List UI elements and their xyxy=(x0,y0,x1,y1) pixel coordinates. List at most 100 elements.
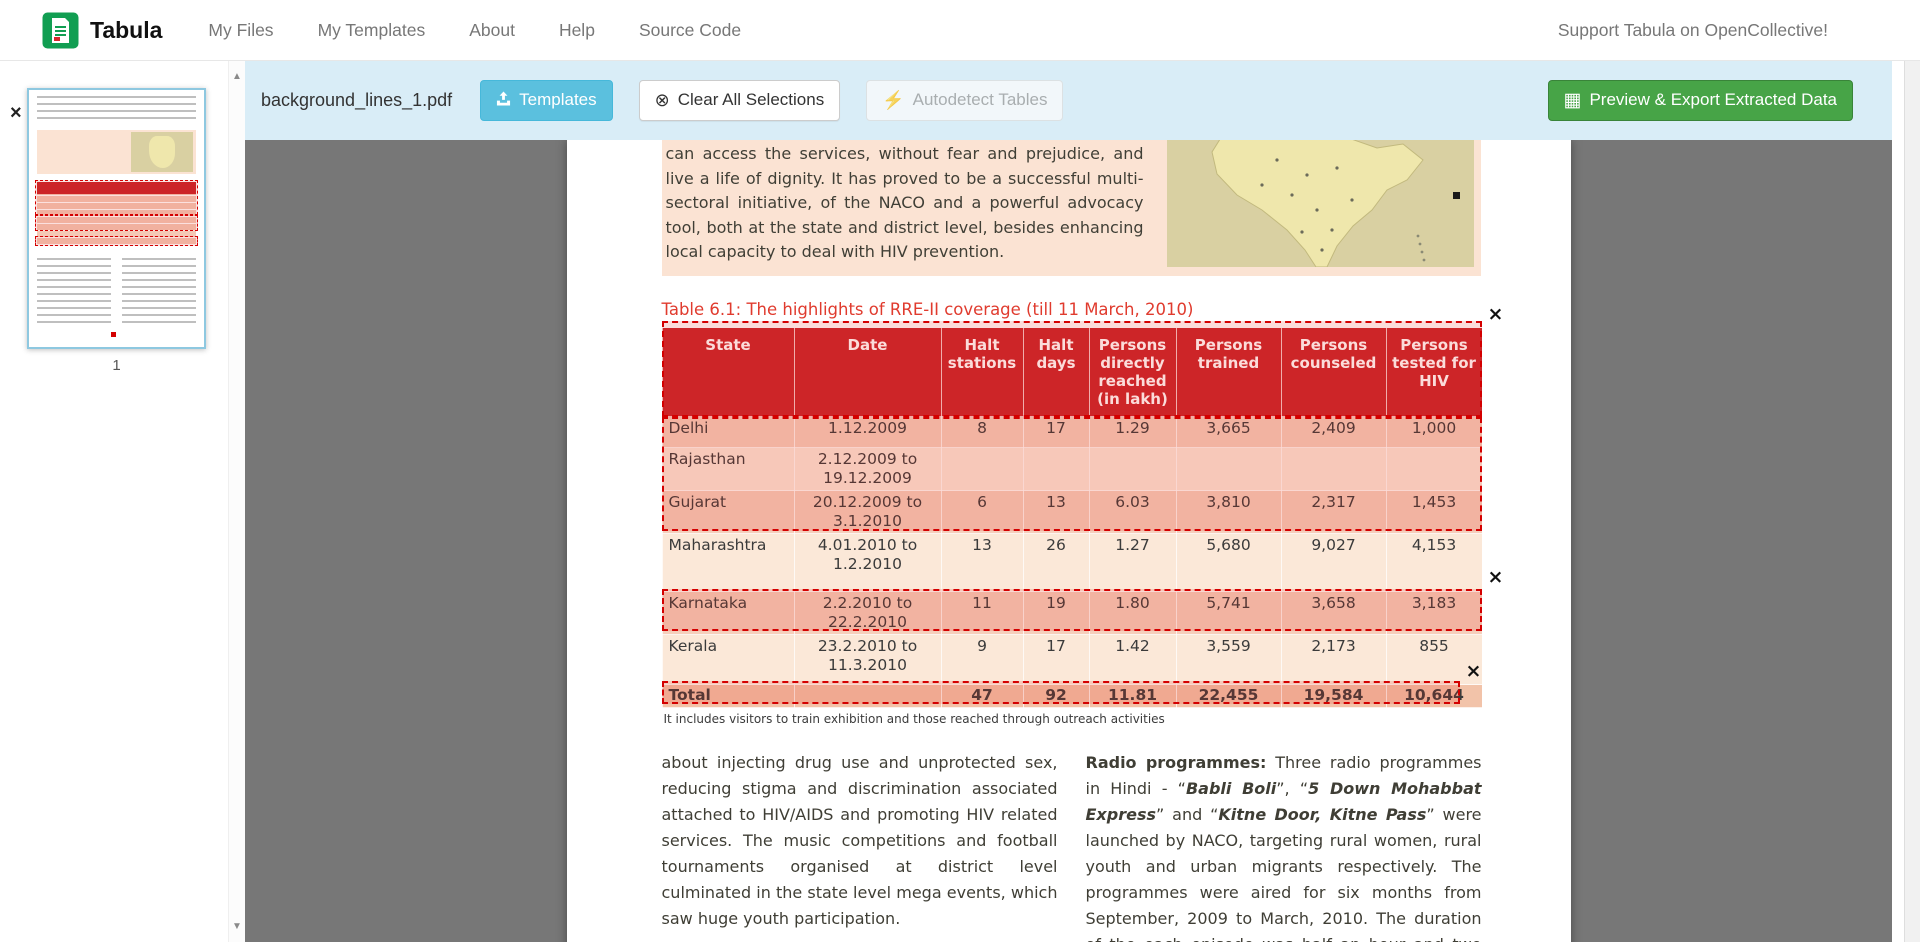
cell-halt-days: 17 xyxy=(1022,416,1090,448)
thumb-text-lines xyxy=(122,258,196,324)
table-total-row: Total 47 92 11.81 22,455 19,584 10,644 xyxy=(661,684,1483,708)
nav-link[interactable]: My Templates xyxy=(317,19,426,40)
cell-persons-counseled: 2,317 xyxy=(1280,490,1387,534)
cell-total-persons-counseled: 19,584 xyxy=(1280,684,1387,708)
selection-box-1[interactable] xyxy=(661,321,1482,417)
table-header-cell: Date xyxy=(793,327,942,417)
sidebar-scrollbar[interactable]: ▲ ▼ xyxy=(228,61,245,942)
cell-persons-counseled: 2,173 xyxy=(1280,634,1387,685)
pdf-viewport[interactable]: can access the services, without fear an… xyxy=(245,140,1892,942)
templates-button-label: Templates xyxy=(519,90,597,110)
cell-persons-tested xyxy=(1385,447,1483,491)
delete-selection-icon[interactable]: × xyxy=(1487,303,1504,325)
table-header-cell: Persons tested for HIV xyxy=(1385,327,1483,417)
table-header-row: State Date Halt stations Halt days Perso… xyxy=(661,327,1483,417)
selection-box-3[interactable] xyxy=(661,589,1482,631)
cell-persons-trained: 3,559 xyxy=(1175,634,1282,685)
cell-persons-trained: 5,680 xyxy=(1175,533,1282,592)
scroll-down-icon[interactable]: ▼ xyxy=(232,921,242,932)
table-header-cell: State xyxy=(661,327,795,417)
delete-selection-icon[interactable]: × xyxy=(1465,660,1482,682)
table-footnote: It includes visitors to train exhibition… xyxy=(663,712,1165,726)
data-table: State Date Halt stations Halt days Perso… xyxy=(661,327,1483,708)
table-row: Gujarat 20.12.2009 to 3.1.2010 6 13 6.03… xyxy=(661,490,1483,534)
table-header-cell: Persons counseled xyxy=(1280,327,1387,417)
cell-total-halt-stations: 47 xyxy=(940,684,1024,708)
cell-persons-counseled xyxy=(1280,447,1387,491)
selection-box-4[interactable] xyxy=(661,681,1460,704)
cell-date: 20.12.2009 to 3.1.2010 xyxy=(793,490,942,534)
table-grid-icon: ▦ xyxy=(1563,89,1582,111)
cell-halt-days: 17 xyxy=(1022,634,1090,685)
cell-halt-days: 26 xyxy=(1022,533,1090,592)
cell-halt-stations: 13 xyxy=(940,533,1024,592)
brand-title: Tabula xyxy=(90,16,163,43)
cell-total-persons-reached: 11.81 xyxy=(1088,684,1177,708)
pdf-page[interactable]: can access the services, without fear an… xyxy=(566,140,1571,942)
cell-state: Maharashtra xyxy=(661,533,795,592)
table-body: Delhi 1.12.2009 8 17 1.29 3,665 2,409 1,… xyxy=(661,416,1483,685)
thumb-map-image xyxy=(131,132,193,172)
cell-total-halt-days: 92 xyxy=(1022,684,1090,708)
clear-circle-x-icon: ⊗ xyxy=(654,90,670,111)
cell-persons-counseled: 3,658 xyxy=(1280,591,1387,635)
table-header-cell: Persons trained xyxy=(1175,327,1282,417)
clear-selections-button[interactable]: ⊗ Clear All Selections xyxy=(638,80,841,121)
thumb-selection-box xyxy=(35,215,198,231)
cell-persons-reached: 1.42 xyxy=(1088,634,1177,685)
clear-selections-button-label: Clear All Selections xyxy=(677,90,825,110)
cell-persons-counseled: 9,027 xyxy=(1280,533,1387,592)
nav-link[interactable]: About xyxy=(469,19,515,40)
cell-date: 2.12.2009 to 19.12.2009 xyxy=(793,447,942,491)
cell-state: Rajasthan xyxy=(661,447,795,491)
autodetect-tables-button[interactable]: ⚡ Autodetect Tables xyxy=(866,80,1064,121)
cell-date: 23.2.2010 to 11.3.2010 xyxy=(793,634,942,685)
cell-state: Kerala xyxy=(661,634,795,685)
page-sidebar: × 1 ▲ ▼ xyxy=(0,61,245,942)
cell-state: Delhi xyxy=(661,416,795,448)
filename-label: background_lines_1.pdf xyxy=(261,90,453,110)
cell-date: 2.2.2010 to 22.2.2010 xyxy=(793,591,942,635)
page-thumbnail[interactable] xyxy=(27,88,206,349)
lightning-icon: ⚡ xyxy=(882,90,905,111)
remove-page-icon[interactable]: × xyxy=(10,102,22,124)
left-column-paragraph: about injecting drug use and unprotected… xyxy=(661,753,1058,928)
right-column-paragraph: Radio programmes: Three radio programmes… xyxy=(1085,753,1482,942)
table-row: Delhi 1.12.2009 8 17 1.29 3,665 2,409 1,… xyxy=(661,416,1483,448)
thumb-selection-marker xyxy=(111,332,116,337)
delete-selection-icon[interactable]: × xyxy=(1487,566,1504,588)
templates-button[interactable]: Templates xyxy=(480,80,613,121)
table-row: Rajasthan 2.12.2009 to 19.12.2009 xyxy=(661,447,1483,491)
cell-date: 4.01.2010 to 1.2.2010 xyxy=(793,533,942,592)
cell-persons-reached: 1.27 xyxy=(1088,533,1177,592)
table-row: Maharashtra 4.01.2010 to 1.2.2010 13 26 … xyxy=(661,533,1483,592)
thumb-text-lines xyxy=(37,258,111,324)
nav-link[interactable]: Help xyxy=(558,19,595,40)
scroll-up-icon[interactable]: ▲ xyxy=(232,71,242,82)
nav-link[interactable]: Source Code xyxy=(638,19,742,40)
thumb-table xyxy=(37,182,196,244)
cell-persons-reached xyxy=(1088,447,1177,491)
tabula-logo-icon[interactable] xyxy=(42,12,79,49)
support-link[interactable]: Support Tabula on OpenCollective! xyxy=(1557,19,1828,40)
table-header-cell: Halt days xyxy=(1022,327,1090,417)
table-header-cell: Halt stations xyxy=(940,327,1024,417)
table-row: Kerala 23.2.2010 to 11.3.2010 9 17 1.42 … xyxy=(661,634,1483,685)
cell-persons-tested: 3,183 xyxy=(1385,591,1483,635)
two-column-text: about injecting drug use and unprotected… xyxy=(662,750,1482,942)
export-button[interactable]: ▦ Preview & Export Extracted Data xyxy=(1547,80,1853,121)
page-number-label: 1 xyxy=(112,357,121,374)
cell-persons-tested: 855 xyxy=(1385,634,1483,685)
cell-persons-tested: 1,453 xyxy=(1385,490,1483,534)
selection-box-2[interactable] xyxy=(661,417,1482,531)
thumb-selection-box xyxy=(35,180,198,215)
cell-persons-trained: 5,741 xyxy=(1175,591,1282,635)
nav-link[interactable]: My Files xyxy=(208,19,274,40)
main-nav: My Files My Templates About Help Source … xyxy=(208,20,741,41)
thumb-selection-box xyxy=(35,236,198,246)
window-scrollbar[interactable] xyxy=(1904,0,1920,942)
cell-halt-days xyxy=(1022,447,1090,491)
content-area: background_lines_1.pdf Templates ⊗ Clear… xyxy=(245,61,1892,942)
cell-halt-days: 13 xyxy=(1022,490,1090,534)
thumb-table-header xyxy=(37,182,196,194)
